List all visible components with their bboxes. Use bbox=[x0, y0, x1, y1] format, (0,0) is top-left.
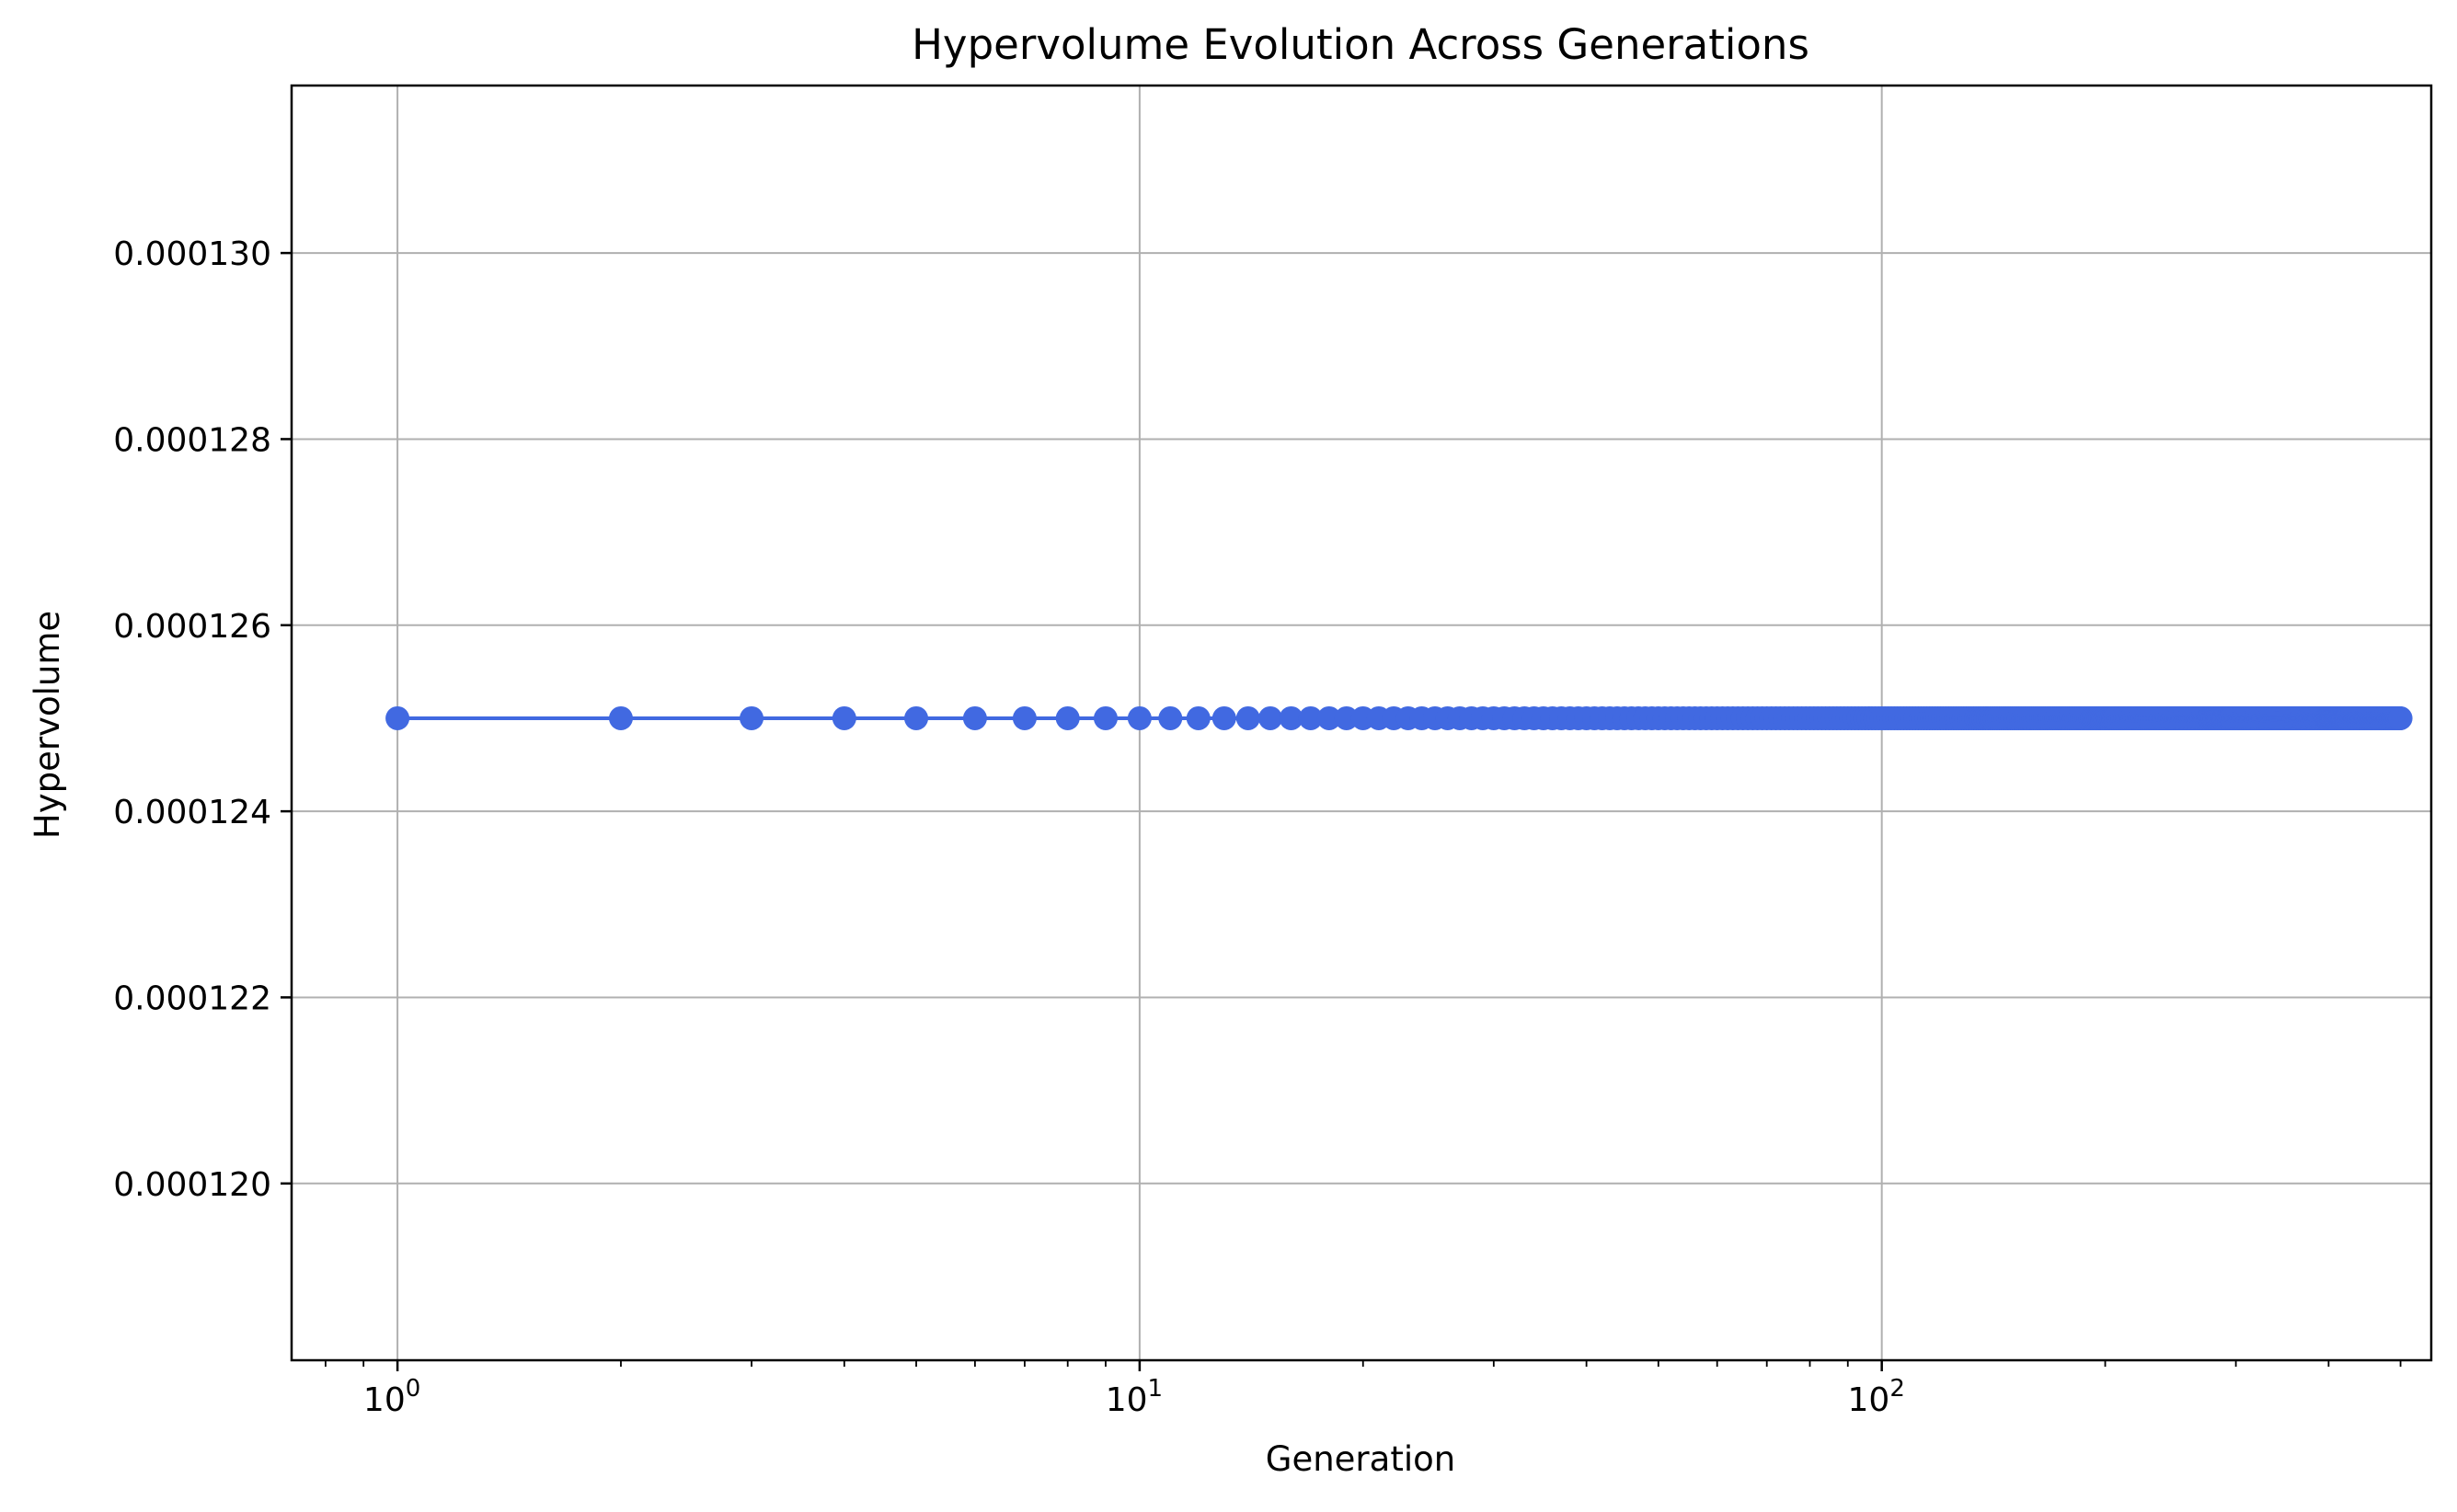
data-point bbox=[1235, 705, 1260, 730]
data-point bbox=[1279, 705, 1303, 730]
x-tick-label: 101 bbox=[1106, 1375, 1163, 1419]
data-point bbox=[1012, 705, 1037, 730]
y-tick-label: 0.000122 bbox=[113, 979, 271, 1017]
y-tick-label: 0.000126 bbox=[113, 608, 271, 646]
data-point bbox=[1257, 705, 1282, 730]
data-point bbox=[1298, 705, 1323, 730]
data-point bbox=[385, 705, 410, 730]
data-point bbox=[740, 705, 764, 730]
data-point bbox=[832, 705, 856, 730]
data-point bbox=[1211, 705, 1236, 730]
plot-frame bbox=[290, 84, 2433, 1362]
data-point bbox=[904, 705, 929, 730]
data-point bbox=[1093, 705, 1118, 730]
data-point bbox=[1055, 705, 1080, 730]
tick-layer: 0.000120 0.000122 0.000124 0.000126 0.000128… bbox=[113, 235, 2402, 1419]
data-point bbox=[1316, 705, 1341, 730]
data-point bbox=[1127, 705, 1152, 730]
chart-title: Hypervolume Evolution Across Generations bbox=[912, 20, 1809, 69]
data-point bbox=[1158, 705, 1183, 730]
y-tick-label: 0.000120 bbox=[113, 1166, 271, 1204]
x-axis-label: Generation bbox=[1266, 1439, 1455, 1479]
data-point bbox=[608, 705, 633, 730]
data-point bbox=[1334, 705, 1359, 730]
y-tick-label: 0.000124 bbox=[113, 794, 271, 831]
data-point bbox=[1186, 705, 1211, 730]
y-axis-label: Hypervolume bbox=[28, 611, 67, 839]
data-point bbox=[962, 705, 987, 730]
x-tick-label: 102 bbox=[1848, 1375, 1905, 1419]
series-layer bbox=[385, 705, 2413, 730]
data-point bbox=[2388, 705, 2413, 730]
y-tick-label: 0.000130 bbox=[113, 235, 271, 273]
x-tick-label: 100 bbox=[363, 1375, 420, 1419]
y-tick-label: 0.000128 bbox=[113, 421, 271, 459]
